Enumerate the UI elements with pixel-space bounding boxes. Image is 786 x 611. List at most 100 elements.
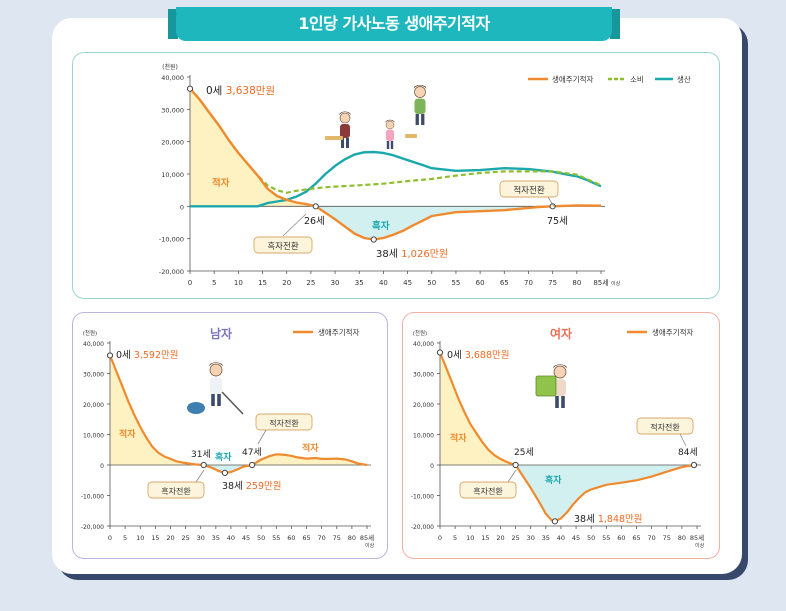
x-tick-label: 5: [453, 534, 457, 542]
mother-figure-head: [414, 86, 426, 98]
child-figure-leg-right: [390, 141, 394, 149]
legend-total: 생애주기적자 소비 생산: [528, 74, 691, 84]
x-tick-label: 40: [557, 534, 565, 542]
y-tick-label: 20,000: [83, 402, 104, 409]
y-tick-label: 40,000: [413, 341, 434, 348]
deficit-area: [110, 355, 367, 465]
x-tick-label: 10: [466, 534, 474, 542]
x-tick-label: 85세: [360, 533, 374, 542]
man-figure: [208, 362, 224, 406]
child-figure-head: [385, 120, 395, 130]
surplus-area: [110, 465, 367, 473]
surplus-area-label: 흑자: [372, 220, 390, 232]
man-figure-hair: [208, 362, 224, 367]
father-figure-leg-left: [341, 138, 344, 148]
legend-consumption-label: 소비: [630, 75, 644, 84]
x-tick-label: 45: [403, 279, 412, 287]
x-tick-label: 85세: [690, 533, 704, 542]
deficit-area-label-1: 적자: [119, 428, 136, 440]
y-tick-label: 20,000: [413, 402, 434, 409]
surplus-area: [190, 206, 601, 240]
broom-prop: [405, 134, 417, 138]
x-tick-label: 70: [318, 534, 326, 542]
min-value-label: 38세 259만원: [222, 481, 281, 492]
father-figure-hair: [339, 111, 351, 115]
x-tick-label: 35: [212, 534, 220, 542]
deficit-turn-age: 84세: [678, 447, 698, 458]
woman-figure-leg-left: [555, 396, 559, 408]
x-tick-label: 5: [123, 534, 127, 542]
surplus-turn-leader: [195, 469, 205, 483]
x-tick-label: 20: [282, 279, 291, 287]
x-tick-label: 0: [438, 534, 442, 542]
deficit-turn-callout-text: 적자전환: [513, 185, 544, 196]
surplus-area-label: 흑자: [545, 474, 562, 486]
x-tick-label: 30: [197, 534, 205, 542]
x-tick-label: 70: [524, 279, 533, 287]
y-tick-label: -20,000: [159, 268, 184, 276]
deficit-area: [440, 352, 697, 465]
surplus-turn-marker: [512, 461, 519, 469]
man-figure-leg-left: [211, 394, 215, 406]
deficit-turn-marker: [690, 461, 698, 469]
deficit-area: [190, 88, 601, 207]
family-illustration: [325, 84, 427, 149]
y-tick-label: 0: [180, 203, 184, 211]
surplus-turn-age: 25세: [514, 447, 534, 458]
deficit-turn-callout-box: [255, 413, 313, 431]
x-extra-label: 이상: [365, 542, 375, 549]
x-tick-label: 40: [227, 534, 235, 542]
start-marker: [186, 85, 194, 92]
deficit-area-label-2: 적자: [302, 442, 319, 454]
start-marker: [436, 349, 444, 356]
page-title: 1인당 가사노동 생애주기적자: [298, 14, 490, 33]
woman-figure-head: [553, 365, 567, 379]
x-tick-label: 30: [527, 534, 535, 542]
x-tick-label: 30: [331, 279, 340, 287]
banner-shape: [168, 7, 620, 41]
y-tick-label: -20,000: [81, 524, 104, 531]
x-tick-label: 60: [287, 534, 295, 542]
woman-box-illustration: [535, 364, 568, 408]
start-value-label: 0세 3,592만원: [116, 350, 179, 361]
legend-deficit-label: 생애주기적자: [552, 74, 593, 84]
child-figure-leg-left: [386, 141, 390, 149]
y-tick-label: 10,000: [413, 433, 434, 440]
x-tick-label: 80: [678, 534, 686, 542]
surplus-turn-leader: [282, 213, 307, 237]
legend-deficit-label: 생애주기적자: [318, 327, 359, 337]
x-tick-label: 55: [602, 534, 610, 542]
min-marker: [551, 518, 558, 525]
min-marker: [370, 236, 377, 243]
surplus-area-label: 흑자: [215, 451, 232, 463]
series-deficit-line: [438, 352, 697, 523]
y-tick-label: -10,000: [411, 494, 434, 501]
x-tick-label: 80: [348, 534, 356, 542]
y-tick-label: 10,000: [83, 433, 104, 440]
x-tick-label: 55: [451, 279, 460, 287]
x-tick-label: 45: [572, 534, 580, 542]
chart-title-female: 여자: [550, 326, 572, 341]
x-tick-label: 0: [188, 279, 192, 287]
surplus-turn-callout-text: 흑자전환: [161, 486, 191, 496]
surplus-turn-callout-box: [253, 236, 313, 254]
x-tick-label: 15: [151, 534, 159, 542]
x-tick-label: 5: [212, 279, 216, 287]
unit-label: (천원): [413, 329, 427, 337]
cloth-prop: [325, 136, 343, 140]
unit-label: (천원): [83, 329, 97, 337]
deficit-turn-leader: [547, 196, 556, 209]
mother-figure-leg-right: [421, 114, 425, 125]
x-tick-label: 40: [379, 279, 388, 287]
surplus-turn-marker: [312, 203, 319, 210]
child-figure: [385, 119, 395, 149]
x-tick-label: 50: [587, 534, 595, 542]
x-tick-label: 50: [427, 279, 436, 287]
surplus-turn-marker: [200, 461, 207, 469]
x-tick-label: 50: [257, 534, 265, 542]
vacuum-body: [187, 402, 205, 414]
woman-figure-leg-right: [561, 396, 565, 408]
min-marker: [221, 469, 228, 476]
surplus-turn-age: 31세: [191, 449, 211, 460]
woman-figure-hair: [552, 364, 568, 369]
